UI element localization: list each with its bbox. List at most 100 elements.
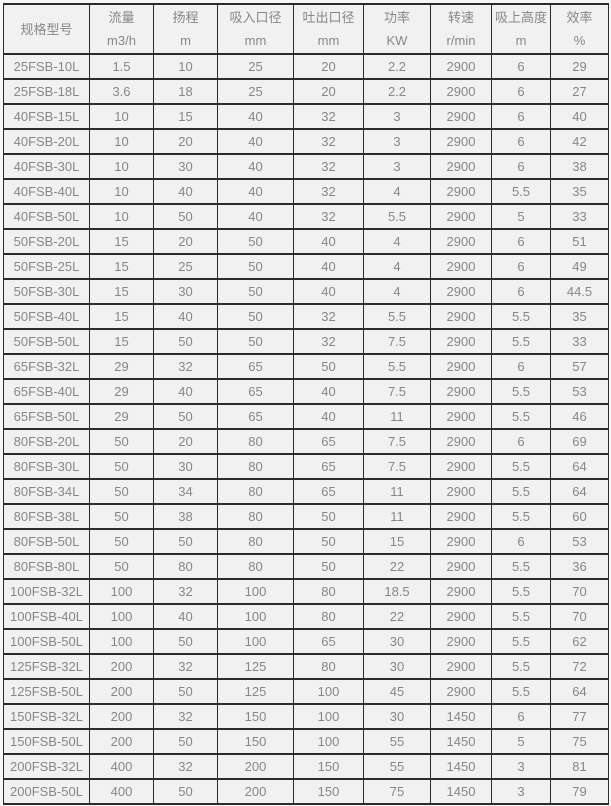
cell-head: 32: [153, 703, 218, 730]
cell-model: 40FSB-15L: [3, 103, 90, 130]
cell-power: 2.2: [363, 78, 431, 105]
cell-suction_diameter: 80: [217, 553, 294, 580]
cell-flow: 3.6: [89, 78, 154, 105]
cell-power: 2.2: [363, 53, 431, 80]
column-header-speed: 转速 r/min: [430, 3, 492, 55]
cell-head: 32: [153, 653, 218, 680]
cell-speed: 2900: [430, 278, 492, 305]
cell-discharge_diameter: 100: [293, 703, 364, 730]
column-header-suction_diameter: 吸入口径 mm: [217, 3, 294, 55]
cell-speed: 2900: [430, 153, 492, 180]
cell-head: 32: [153, 578, 218, 605]
pump-spec-table: 规格型号 流量 m3/h 扬程 m 吸入口径 mm 吐出口径 mm 功率 KW 转速 r/min 吸上高度…: [3, 3, 609, 805]
cell-discharge_diameter: 40: [293, 228, 364, 255]
cell-efficiency: 64: [550, 478, 609, 505]
cell-flow: 200: [89, 678, 154, 705]
cell-suction_lift: 5.5: [491, 328, 551, 355]
cell-model: 80FSB-80L: [3, 553, 90, 580]
table-row: 125FSB-32L 200 32 125 80 30 2900 5.5 72: [3, 653, 609, 680]
cell-power: 30: [363, 628, 431, 655]
column-title: 效率: [566, 10, 593, 25]
cell-suction_diameter: 65: [217, 378, 294, 405]
cell-suction_lift: 5.5: [491, 178, 551, 205]
cell-power: 45: [363, 678, 431, 705]
cell-model: 125FSB-32L: [3, 653, 90, 680]
cell-flow: 400: [89, 778, 154, 805]
cell-speed: 2900: [430, 53, 492, 80]
cell-discharge_diameter: 32: [293, 178, 364, 205]
column-header-power: 功率 KW: [363, 3, 431, 55]
cell-power: 7.5: [363, 328, 431, 355]
table-row: 40FSB-30L 10 30 40 32 3 2900 6 38: [3, 153, 609, 180]
table-row: 50FSB-25L 15 25 50 40 4 2900 6 49: [3, 253, 609, 280]
cell-speed: 2900: [430, 228, 492, 255]
cell-head: 38: [153, 503, 218, 530]
cell-speed: 2900: [430, 553, 492, 580]
cell-speed: 1450: [430, 778, 492, 805]
cell-speed: 2900: [430, 103, 492, 130]
cell-head: 30: [153, 278, 218, 305]
cell-speed: 2900: [430, 403, 492, 430]
cell-speed: 2900: [430, 303, 492, 330]
cell-power: 30: [363, 653, 431, 680]
cell-efficiency: 64: [550, 453, 609, 480]
cell-discharge_diameter: 100: [293, 728, 364, 755]
cell-suction_lift: 5.5: [491, 503, 551, 530]
cell-power: 4: [363, 278, 431, 305]
cell-suction_diameter: 50: [217, 228, 294, 255]
cell-suction_lift: 5.5: [491, 553, 551, 580]
table-row: 65FSB-50L 29 50 65 40 11 2900 5.5 46: [3, 403, 609, 430]
cell-power: 7.5: [363, 453, 431, 480]
cell-flow: 15: [89, 303, 154, 330]
table-row: 50FSB-40L 15 40 50 32 5.5 2900 5.5 35: [3, 303, 609, 330]
table-row: 25FSB-10L 1.5 10 25 20 2.2 2900 6 29: [3, 53, 609, 80]
cell-flow: 15: [89, 228, 154, 255]
cell-efficiency: 72: [550, 653, 609, 680]
cell-speed: 1450: [430, 753, 492, 780]
cell-head: 20: [153, 228, 218, 255]
cell-model: 50FSB-20L: [3, 228, 90, 255]
column-title: 转速: [447, 10, 474, 25]
cell-flow: 50: [89, 503, 154, 530]
table-row: 50FSB-20L 15 20 50 40 4 2900 6 51: [3, 228, 609, 255]
column-header-flow: 流量 m3/h: [89, 3, 154, 55]
cell-model: 80FSB-38L: [3, 503, 90, 530]
cell-suction_diameter: 40: [217, 203, 294, 230]
cell-suction_diameter: 200: [217, 778, 294, 805]
column-unit: m: [180, 33, 191, 48]
column-header-efficiency: 效率%: [550, 3, 609, 55]
cell-speed: 2900: [430, 578, 492, 605]
cell-efficiency: 33: [550, 203, 609, 230]
cell-suction_lift: 5.5: [491, 653, 551, 680]
cell-head: 80: [153, 553, 218, 580]
cell-model: 50FSB-40L: [3, 303, 90, 330]
cell-power: 11: [363, 478, 431, 505]
cell-efficiency: 42: [550, 128, 609, 155]
cell-flow: 100: [89, 578, 154, 605]
cell-flow: 50: [89, 478, 154, 505]
cell-suction_lift: 5.5: [491, 303, 551, 330]
cell-model: 80FSB-50L: [3, 528, 90, 555]
cell-head: 50: [153, 528, 218, 555]
cell-efficiency: 44.5: [550, 278, 609, 305]
cell-power: 4: [363, 178, 431, 205]
cell-efficiency: 79: [550, 778, 609, 805]
cell-speed: 2900: [430, 203, 492, 230]
cell-suction_lift: 5.5: [491, 403, 551, 430]
cell-suction_lift: 6: [491, 353, 551, 380]
cell-flow: 50: [89, 528, 154, 555]
cell-discharge_diameter: 80: [293, 578, 364, 605]
cell-flow: 10: [89, 103, 154, 130]
column-title: 流量: [108, 10, 135, 25]
cell-power: 15: [363, 528, 431, 555]
cell-suction_lift: 6: [491, 703, 551, 730]
table-row: 50FSB-30L 15 30 50 40 4 2900 6 44.5: [3, 278, 609, 305]
cell-head: 40: [153, 378, 218, 405]
column-unit: KW: [386, 33, 408, 48]
cell-suction_lift: 6: [491, 53, 551, 80]
table-row: 100FSB-32L 100 32 100 80 18.5 2900 5.5 70: [3, 578, 609, 605]
cell-efficiency: 35: [550, 303, 609, 330]
column-title: 吸上高度: [494, 10, 547, 25]
cell-discharge_diameter: 80: [293, 603, 364, 630]
